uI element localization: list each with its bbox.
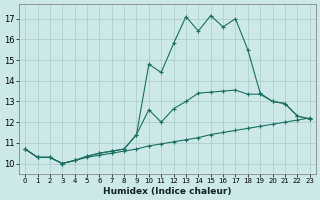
X-axis label: Humidex (Indice chaleur): Humidex (Indice chaleur) xyxy=(103,187,232,196)
